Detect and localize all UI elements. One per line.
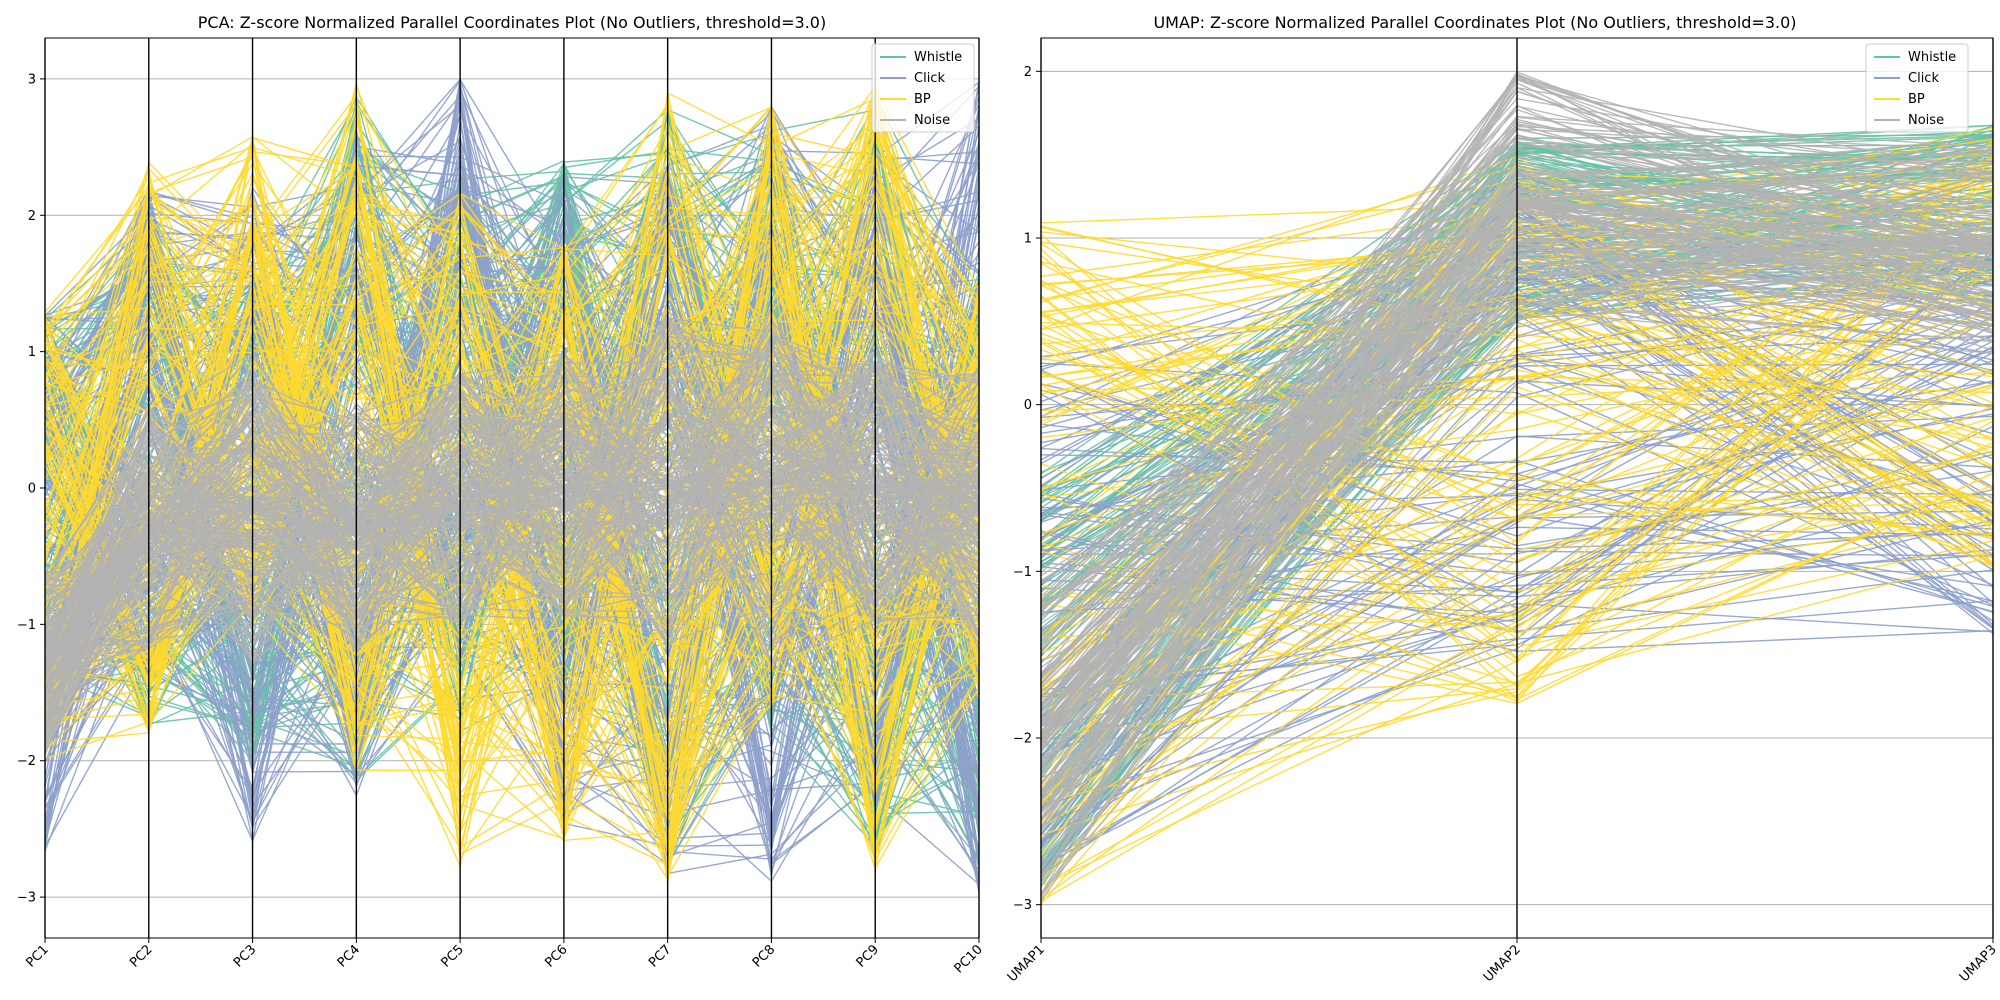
pca-ytick-label: −2 — [17, 754, 36, 769]
pca-line-noise — [44, 351, 980, 694]
pca-line-click — [44, 84, 980, 818]
umap-ytick-label: 0 — [1024, 398, 1032, 413]
pca-line-noise — [44, 398, 980, 722]
pca-line-noise — [44, 388, 980, 603]
pca-ytick-label: −1 — [17, 618, 36, 633]
pca-line-noise — [44, 378, 980, 690]
pca-line-noise — [44, 363, 980, 670]
pca-line-noise — [44, 443, 980, 702]
pca-line-click — [44, 177, 980, 724]
umap-title: UMAP: Z-score Normalized Parallel Coordi… — [1153, 13, 1796, 32]
umap-ytick-label: −2 — [1013, 732, 1032, 747]
pca-legend: Whistle Click BP Noise — [871, 43, 975, 133]
pca-legend-label-noise: Noise — [914, 113, 950, 128]
pca-line-noise — [44, 373, 980, 669]
pca-line-noise — [44, 368, 980, 735]
pca-line-bp — [44, 171, 980, 813]
pca-line-noise — [44, 362, 980, 651]
pca-line-bp — [44, 96, 980, 752]
umap-panel: UMAP: Z-score Normalized Parallel Coordi… — [1005, 13, 2000, 985]
pca-line-noise — [44, 380, 980, 677]
pca-line-noise — [44, 381, 980, 689]
pca-line-bp — [44, 116, 980, 690]
pca-line-noise — [44, 403, 980, 696]
pca-line-bp — [44, 156, 980, 865]
pca-panel: PCA: Z-score Normalized Parallel Coordin… — [17, 13, 986, 976]
pca-legend-box — [871, 43, 975, 133]
pca-line-noise — [44, 430, 980, 664]
pca-line-noise — [44, 353, 980, 742]
umap-legend-label-whistle: Whistle — [1908, 50, 1956, 65]
pca-ytick-label: −3 — [17, 891, 36, 906]
umap-legend-label-click: Click — [1908, 71, 1939, 86]
umap-legend-label-bp: BP — [1908, 92, 1925, 107]
pca-lines — [44, 76, 980, 893]
pca-line-click — [44, 107, 980, 868]
pca-line-bp — [44, 155, 980, 856]
pca-line-noise — [44, 334, 980, 670]
pca-legend-label-bp: BP — [914, 92, 931, 107]
pca-line-bp — [44, 135, 980, 826]
pca-ytick-label: 1 — [28, 345, 36, 360]
umap-legend: Whistle Click BP Noise — [1865, 43, 1969, 133]
pca-line-bp — [44, 211, 980, 604]
pca-line-noise — [44, 305, 980, 664]
pca-line-noise — [44, 414, 980, 666]
umap-yticks: −3 −2 −1 0 1 2 — [1013, 65, 1041, 913]
pca-line-noise — [44, 340, 980, 673]
pca-line-noise — [44, 316, 980, 638]
umap-ytick-label: −1 — [1013, 565, 1032, 580]
pca-xticks: PC1 PC2 PC3 PC4 PC5 PC6 PC7 PC8 PC9 PC10 — [23, 938, 986, 976]
pca-line-noise — [44, 387, 980, 644]
pca-line-bp — [44, 216, 980, 602]
umap-ytick-label: −3 — [1013, 898, 1032, 913]
pca-line-noise — [44, 452, 980, 699]
pca-line-noise — [44, 419, 980, 662]
pca-line-noise — [44, 406, 980, 662]
pca-legend-label-whistle: Whistle — [914, 50, 962, 65]
pca-line-click — [44, 196, 980, 822]
umap-legend-box — [1865, 43, 1969, 133]
pca-line-noise — [44, 419, 980, 727]
pca-line-noise — [44, 366, 980, 667]
pca-line-noise — [44, 374, 980, 668]
pca-ytick-label: 2 — [28, 209, 36, 224]
pca-line-bp — [44, 106, 980, 657]
pca-legend-label-click: Click — [914, 71, 945, 86]
pca-line-noise — [44, 391, 980, 618]
pca-ytick-label: 3 — [28, 72, 36, 87]
pca-line-noise — [44, 443, 980, 670]
pca-line-noise — [44, 343, 980, 696]
pca-line-bp — [44, 150, 980, 795]
pca-line-noise — [44, 375, 980, 697]
pca-line-noise — [44, 387, 980, 644]
pca-line-noise — [44, 351, 980, 597]
pca-line-click — [44, 241, 980, 829]
pca-ytick-label: 0 — [28, 482, 36, 497]
pca-line-noise — [44, 365, 980, 673]
pca-line-bp — [44, 91, 980, 861]
umap-legend-label-noise: Noise — [1908, 113, 1944, 128]
pca-line-noise — [44, 317, 980, 663]
pca-title: PCA: Z-score Normalized Parallel Coordin… — [198, 13, 826, 32]
pca-line-noise — [44, 379, 980, 672]
pca-line-click — [44, 186, 980, 790]
pca-line-noise — [44, 390, 980, 674]
pca-line-noise — [44, 339, 980, 668]
pca-line-bp — [44, 111, 980, 815]
pca-line-bp — [44, 117, 980, 855]
pca-yticks: −3 −2 −1 0 1 2 3 — [17, 72, 45, 906]
umap-ytick-label: 2 — [1024, 65, 1032, 80]
umap-ytick-label: 1 — [1024, 232, 1032, 247]
